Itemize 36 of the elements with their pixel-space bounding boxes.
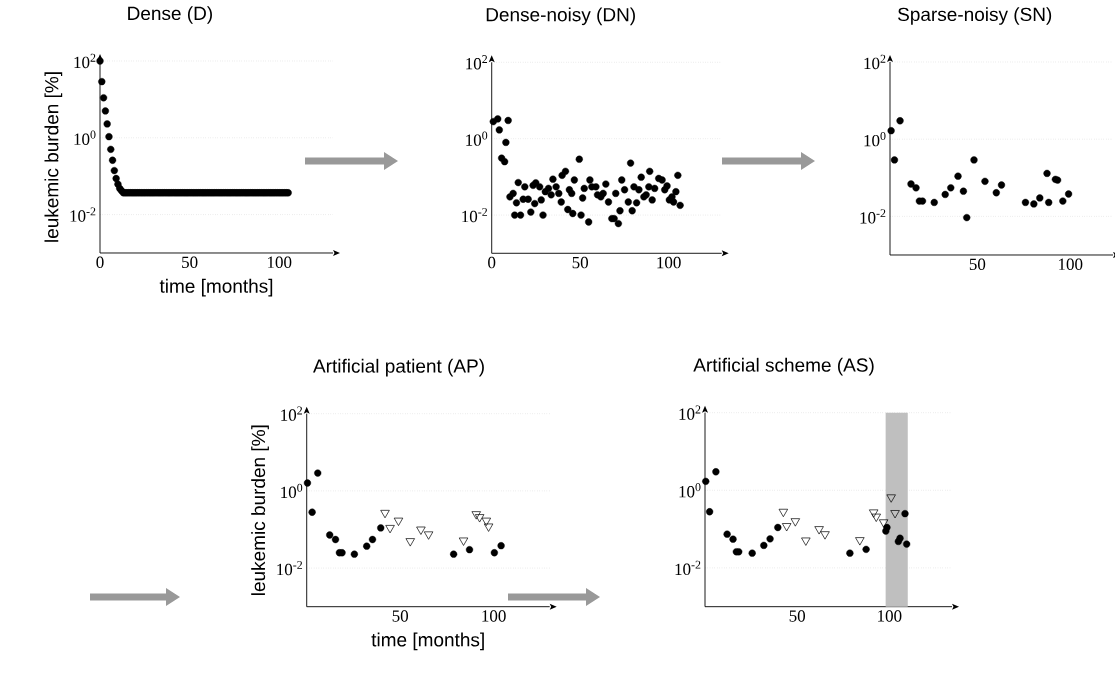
chart-title: Artificial patient (AP) xyxy=(313,358,484,377)
y-tick-label: 10$^{0}$ xyxy=(74,130,96,145)
chart-title: Dense (D) xyxy=(128,6,212,24)
y-tick-label: 10$^{-2}$ xyxy=(70,207,96,222)
x-tick-label: 100 xyxy=(1059,258,1083,270)
y-tick-label: 10$^{2}$ xyxy=(864,54,886,70)
chart-title: Sparse-noisy (SN) xyxy=(898,7,1052,25)
y-axis-title: leukemic burden [%] xyxy=(44,72,63,242)
x-tick-label: 100 xyxy=(482,610,506,622)
x-tick-label: 50 xyxy=(572,256,589,269)
y-tick-label: 10$^{0}$ xyxy=(864,132,886,147)
y-tick-label: 10$^{0}$ xyxy=(281,483,303,499)
x-tick-label: 50 xyxy=(182,256,198,268)
x-tick-label: 100 xyxy=(878,610,902,622)
y-tick-label: 10$^{-2}$ xyxy=(462,207,488,223)
chart-title: Dense-noisy (DN) xyxy=(486,7,635,26)
x-axis-title: time [months] xyxy=(371,632,484,651)
y-tick-label: 10$^{0}$ xyxy=(679,483,701,498)
x-tick-label: 50 xyxy=(969,258,986,270)
y-tick-label: 10$^{2}$ xyxy=(74,53,96,69)
x-tick-label: 50 xyxy=(789,610,806,622)
x-tick-label: 100 xyxy=(267,256,292,268)
y-tick-label: 10$^{-2}$ xyxy=(860,209,886,224)
x-tick-label: 50 xyxy=(392,610,409,622)
x-axis-title: time [months] xyxy=(159,278,273,297)
y-tick-label: 10$^{0}$ xyxy=(466,131,488,146)
x-tick-label: 100 xyxy=(657,256,681,269)
chart-title: Artificial scheme (AS) xyxy=(693,357,874,376)
x-tick-label: 0 xyxy=(488,256,496,269)
y-tick-label: 10$^{2}$ xyxy=(281,406,303,421)
y-axis-title: leukemic burden [%] xyxy=(251,425,269,595)
y-tick-label: 10$^{2}$ xyxy=(466,55,488,70)
x-tick-label: 0 xyxy=(96,256,104,268)
y-tick-label: 10$^{-2}$ xyxy=(675,560,701,576)
y-tick-label: 10$^{-2}$ xyxy=(277,560,303,576)
y-tick-label: 10$^{2}$ xyxy=(679,405,701,420)
